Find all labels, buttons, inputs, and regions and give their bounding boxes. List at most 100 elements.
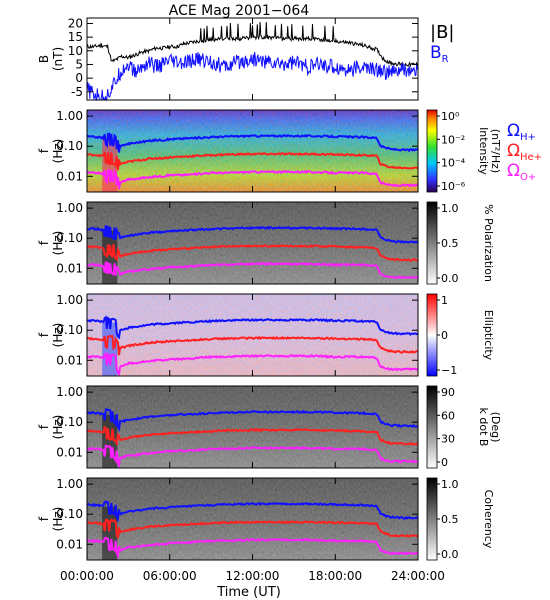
gyrofrequency-line-o-plus [86, 352, 419, 377]
colorbar [426, 109, 438, 193]
gyrofrequency-line-h-plus [86, 408, 419, 433]
y-axis-label: (nT) [51, 47, 65, 71]
colorbar-tick-label: 90 [441, 386, 455, 399]
y-tick-label: 1.00 [56, 477, 83, 491]
colorbar-tick-label: 0.0 [441, 272, 459, 285]
colorbar-tick-label: −1 [441, 364, 457, 377]
colorbar-tick-label: 10⁻⁶ [441, 180, 466, 193]
colorbar [426, 385, 438, 469]
gyrofrequency-line-h-plus [86, 225, 419, 244]
colorbar-label: Ellipticity [482, 310, 495, 361]
gyrofrequency-line-h-plus [86, 315, 419, 340]
y-axis-label: f [37, 332, 51, 337]
y-tick-label: 0.10 [56, 415, 83, 429]
gyrofrequency-line-o-plus [86, 536, 419, 560]
gyrofrequency-line-he-plus [86, 243, 419, 262]
gyrofrequency-line-he-plus [86, 335, 419, 356]
spectrogram-texture [87, 478, 418, 560]
colorbar-tick-label: 60 [441, 409, 455, 422]
colorbar-tick-label: 1 [441, 294, 448, 307]
colorbar-label: k dot B [477, 408, 490, 447]
y-tick-label: -5 [71, 85, 83, 99]
x-tick-label: 00:00:00 [60, 569, 114, 583]
y-tick-label: 1.00 [56, 201, 83, 215]
x-tick-label: 12:00:00 [226, 569, 280, 583]
y-tick-label: 5 [75, 57, 83, 71]
colorbar-tick-label: 0.5 [441, 513, 459, 526]
y-axis-label: (Hz) [51, 507, 65, 532]
legend-magnitude: |B| [430, 22, 454, 43]
y-tick-label: 0.01 [56, 169, 83, 183]
colorbar-tick-label: 1.0 [441, 478, 459, 491]
colorbar-tick-label: 10⁻⁴ [441, 157, 466, 170]
colorbar-label: Intensity [477, 127, 490, 175]
x-tick-label: 18:00:00 [308, 569, 362, 583]
legend-radial: BR [430, 43, 449, 65]
y-tick-label: 0.10 [56, 323, 83, 337]
x-tick-label: 24:00:00 [391, 569, 445, 583]
legend-he-plus: ΩHe+ [507, 141, 542, 163]
gyrofrequency-line-o-plus [86, 168, 419, 190]
colorbar-tick-label: 1.0 [441, 202, 459, 215]
y-tick-label: 15 [68, 30, 83, 44]
panel-intensity: f (Hz) 1.00 0.10 0.01 10⁰ 10⁻² 10⁻⁴ 10⁻⁶ Intensit… [37, 109, 542, 193]
y-tick-label: 0.01 [56, 353, 83, 367]
y-axis-label: (Hz) [51, 323, 65, 348]
y-tick-label: 0.01 [56, 537, 83, 551]
burst-region [102, 322, 118, 376]
panel-polarization: f (Hz) 1.00 0.10 0.01 1.0 0.5 0.0 % Polarization [37, 201, 495, 285]
series-line-radial [86, 51, 418, 102]
y-tick-label: 0.10 [56, 139, 83, 153]
y-axis-label: B [37, 55, 51, 63]
gyrofrequency-line-h-plus [86, 500, 419, 523]
panel-ellipticity: f (Hz) 1.00 0.10 0.01 1 0 −1 Ellipticity [37, 293, 495, 377]
colorbar [426, 293, 438, 377]
gyrofrequency-line-he-plus [86, 425, 419, 447]
y-tick-label: 0.01 [56, 445, 83, 459]
y-axis-label: (Hz) [51, 415, 65, 440]
y-tick-label: 0.10 [56, 507, 83, 521]
gyrofrequency-line-o-plus [86, 261, 419, 279]
y-axis-label: (Hz) [51, 231, 65, 256]
y-axis-label: f [37, 516, 51, 521]
x-tick-label: 06:00:00 [143, 569, 197, 583]
legend-o-plus: ΩO+ [507, 161, 536, 183]
colorbar-tick-label: 0.5 [441, 237, 459, 250]
legend-h-plus: ΩH+ [507, 121, 536, 143]
y-tick-label: 0 [75, 71, 83, 85]
y-tick-label: 10 [68, 44, 83, 58]
chart-title: ACE Mag 2001−064 [169, 3, 310, 19]
colorbar-tick-label: 10⁰ [441, 110, 460, 123]
colorbar-tick-label: 10⁻² [441, 133, 465, 146]
series-line-magnitude [86, 22, 418, 68]
y-axis-label: f [37, 424, 51, 429]
colorbar-label: % Polarization [482, 204, 495, 282]
x-axis-label: Time (UT) [216, 585, 281, 600]
colorbar-tick-label: 0 [441, 456, 448, 469]
colorbar-label: (Deg) [489, 412, 502, 443]
gyrofrequency-line-he-plus [86, 151, 419, 171]
colorbar-tick-label: 0 [441, 329, 448, 342]
colorbar-tick-label: 0.0 [441, 548, 459, 561]
colorbar-tick-label: 30 [441, 433, 455, 446]
gyrofrequency-line-he-plus [87, 518, 419, 539]
y-tick-label: 20 [68, 16, 83, 30]
colorbar-label: Coherency [482, 490, 495, 549]
panel-kdotb: f (Hz) 1.00 0.10 0.01 90 60 30 0 k dot B (Deg) [37, 385, 502, 470]
y-tick-label: 1.00 [56, 109, 83, 123]
y-axis-label: f [37, 148, 51, 153]
colorbar [426, 477, 438, 561]
colorbar-label: (nT²/Hz) [489, 129, 502, 173]
panel-coherency: f (Hz) 1.00 0.10 0.01 1.0 0.5 0.0 Coherency [37, 477, 495, 561]
y-axis-label: (Hz) [51, 139, 65, 164]
y-tick-label: 0.01 [56, 261, 83, 275]
y-tick-label: 0.10 [56, 231, 83, 245]
gyrofrequency-line-o-plus [86, 444, 419, 470]
y-axis-label: f [37, 240, 51, 245]
gyrofrequency-line-h-plus [86, 132, 419, 153]
colorbar [426, 201, 438, 285]
y-tick-label: 1.00 [56, 293, 83, 307]
